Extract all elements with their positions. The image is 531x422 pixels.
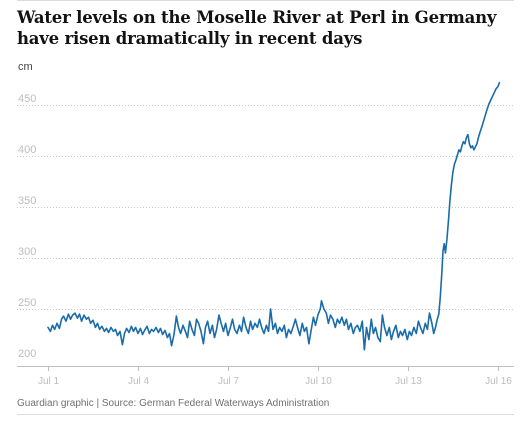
gridlines [17,105,514,310]
y-tick-label-350: 350 [18,195,36,207]
x-tick-label-jul-16: Jul 16 [485,376,512,387]
chart-title: Water levels on the Moselle River at Per… [17,8,497,48]
y-tick-label-300: 300 [18,246,36,258]
x-tick-label-jul-7: Jul 7 [218,376,240,387]
bottom-divider [17,414,514,415]
series-layer [47,81,501,351]
x-tick-label-jul-10: Jul 10 [305,376,332,387]
x-tick-label-jul-4: Jul 4 [128,376,150,387]
y-tick-label-400: 400 [18,144,36,156]
top-divider [17,0,514,1]
y-tick-label-450: 450 [18,93,36,105]
x-tick-label-jul-13: Jul 13 [395,376,422,387]
x-tick-label-jul-1: Jul 1 [38,376,60,387]
y-tick-label-200: 200 [18,348,36,360]
y-axis-unit-label: cm [18,61,33,73]
y-tick-label-250: 250 [18,297,36,309]
axis-labels: 450 400 350 300 250 200 cm Jul 1 Jul 4 Jul 7 Jul 1… [18,61,512,387]
water-level-series-line [47,81,501,351]
source-credit: Guardian graphic | Source: German Federa… [17,398,330,409]
x-axis [17,366,514,371]
